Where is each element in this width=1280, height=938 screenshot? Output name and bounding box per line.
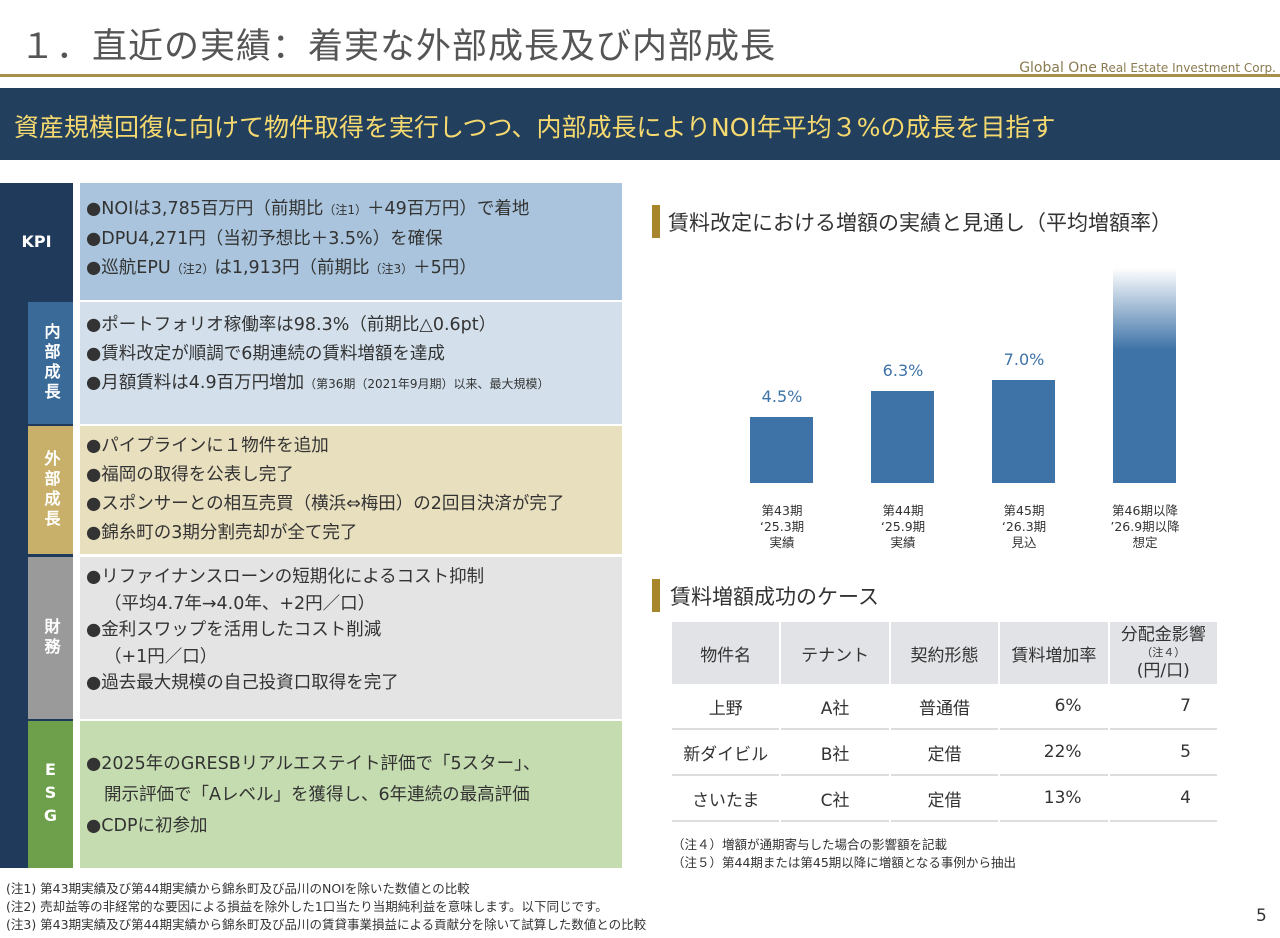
x-tick-label: 第43期 ‘25.3期 実績	[759, 503, 805, 550]
bullet: ●NOIは3,785百万円（前期比（注1）＋49百万円）で着地	[86, 199, 530, 219]
data-label: 6.3%	[882, 360, 924, 380]
x-tick-label: 第46期以降 ’26.9期以降 想定	[1110, 503, 1180, 550]
bullet: ●スポンサーとの相互売買（横浜⇔梅田）の2回目決済が完了	[86, 494, 565, 514]
chart-title-marker	[652, 205, 660, 238]
x-tick-label: 第44期 ‘25.9期 実績	[880, 503, 926, 550]
bullet: ●CDPに初参加	[86, 816, 208, 836]
footnote: (注1) 第43期実績及び第44期実績から錦糸町及び品川のNOIを除いた数値との…	[6, 881, 470, 896]
col-header: 契約形態	[890, 622, 999, 684]
bullet: ●金利スワップを活用したコスト削減	[86, 620, 382, 640]
bullet: ●月額賃料は4.9百万円増加（第36期（2021年9月期）以来、最大規模）	[86, 373, 550, 393]
col-header: 物件名	[672, 622, 780, 684]
bullet: ●巡航EPU（注2）は1,913円（前期比（注3）＋5円）	[86, 258, 477, 278]
col-header: 分配金影響 （注４） (円/口)	[1109, 622, 1217, 684]
table-title-marker	[652, 579, 660, 612]
bullet-cont: （+1円／口）	[104, 646, 218, 667]
table-cell: 定借	[890, 730, 999, 776]
section-external: ●パイプラインに１物件を追加 ●福岡の取得を公表し完了 ●スポンサーとの相互売買…	[80, 426, 622, 554]
bar	[992, 380, 1055, 483]
table-cell: C社	[781, 776, 889, 822]
section-label-internal: 内部成長	[28, 302, 73, 424]
table-cell: 5	[1109, 730, 1217, 776]
table-cell: 新ダイビル	[672, 730, 780, 776]
footnote: (注2) 売却益等の非経常的な要因による損益を除外した1口当たり当期純利益を意味…	[6, 899, 608, 914]
bullet-cont: （平均4.7年→4.0年、+2円／口）	[104, 593, 376, 614]
bullet: ●賃料改定が順調で6期連続の賃料増額を達成	[86, 344, 445, 364]
section-finance: ●リファイナンスローンの短期化によるコスト抑制 （平均4.7年→4.0年、+2円…	[80, 557, 622, 719]
title-divider	[0, 74, 1280, 77]
section-label-kpi: KPI	[21, 232, 52, 251]
section-esg: ●2025年のGRESBリアルエステイト評価で「5スター」、 開示評価で「Aレベ…	[80, 721, 622, 868]
data-label: 7.0%	[1003, 350, 1045, 370]
col-header: テナント	[781, 622, 889, 684]
section-label-finance: 財務	[28, 557, 73, 719]
table-cell: A社	[781, 684, 889, 730]
table-note: （注５）第44期または第45期以降に増額となる事例から抽出	[672, 855, 1016, 870]
section-label-external: 外部成長	[28, 426, 73, 554]
logo-sub: Real Estate Investment Corp.	[1100, 61, 1276, 75]
table-note: （注４）増額が通期寄与した場合の影響額を記載	[672, 837, 948, 852]
table-row: さいたま C社 定借 13% 4	[672, 776, 1217, 822]
section-kpi: ●NOIは3,785百万円（前期比（注1）＋49百万円）で着地 ●DPU4,27…	[80, 183, 622, 300]
company-logo: Global One Real Estate Investment Corp.	[1019, 60, 1276, 76]
table-header: 物件名 テナント 契約形態 賃料増加率 分配金影響 （注４） (円/口)	[672, 622, 1217, 684]
table-row: 上野 A社 普通借 6% 7	[672, 684, 1217, 730]
table-cell: 13%	[1000, 776, 1108, 822]
table-cell: さいたま	[672, 776, 780, 822]
bullet-cont: 開示評価で「Aレベル」を獲得し、6年連続の最高評価	[104, 785, 530, 805]
rent-case-table: 物件名 テナント 契約形態 賃料増加率 分配金影響 （注４） (円/口) 上野 A社普…	[670, 622, 1219, 822]
table-title: 賃料増額成功のケース	[670, 585, 879, 609]
bullet: ●福岡の取得を公表し完了	[86, 465, 294, 485]
table-row: 新ダイビル B社 定借 22% 5	[672, 730, 1217, 776]
bullet: ●リファイナンスローンの短期化によるコスト抑制	[86, 567, 485, 587]
bullet: ●2025年のGRESBリアルエステイト評価で「5スター」、	[86, 754, 541, 774]
col-header: 賃料増加率	[1000, 622, 1108, 684]
bar	[750, 417, 813, 483]
page-number: 5	[1256, 906, 1267, 926]
table-cell: 定借	[890, 776, 999, 822]
table-cell: 6%	[1000, 684, 1108, 730]
footnote: (注3) 第43期実績及び第44期実績から錦糸町及び品川の賃貸事業損益による貢献…	[6, 917, 647, 932]
table-cell: 普通借	[890, 684, 999, 730]
table-cell: 7	[1109, 684, 1217, 730]
bullet: ●ポートフォリオ稼働率は98.3%（前期比△0.6pt）	[86, 315, 497, 335]
table-cell: B社	[781, 730, 889, 776]
headline-banner: 資産規模回復に向けて物件取得を実行しつつ、内部成長によりNOI年平均３%の成長を…	[0, 88, 1280, 160]
chart-title: 賃料改定における増額の実績と見通し（平均増額率）	[668, 211, 1172, 235]
bullet: ●過去最大規模の自己投資口取得を完了	[86, 673, 399, 693]
bullet: ●パイプラインに１物件を追加	[86, 436, 329, 456]
data-label: 4.5%	[761, 387, 803, 406]
logo-main: Global One	[1019, 60, 1097, 76]
section-internal: ●ポートフォリオ稼働率は98.3%（前期比△0.6pt） ●賃料改定が順調で6期…	[80, 302, 622, 424]
section-label-esg: ESG	[28, 721, 73, 868]
table-cell: 22%	[1000, 730, 1108, 776]
bullet: ●DPU4,271円（当初予想比＋3.5%）を確保	[86, 229, 443, 249]
headline-text: 資産規模回復に向けて物件取得を実行しつつ、内部成長によりNOI年平均３%の成長を…	[14, 113, 1056, 142]
bar	[871, 390, 934, 483]
bar	[1113, 268, 1176, 483]
bullet: ●錦糸町の3期分割売却が全て完了	[86, 523, 358, 543]
page-title: １．直近の実績：着実な外部成長及び内部成長	[20, 27, 777, 67]
x-tick-label: 第45期 ‘26.3期 見込	[1001, 503, 1047, 550]
table-cell: 上野	[672, 684, 780, 730]
table-cell: 4	[1109, 776, 1217, 822]
